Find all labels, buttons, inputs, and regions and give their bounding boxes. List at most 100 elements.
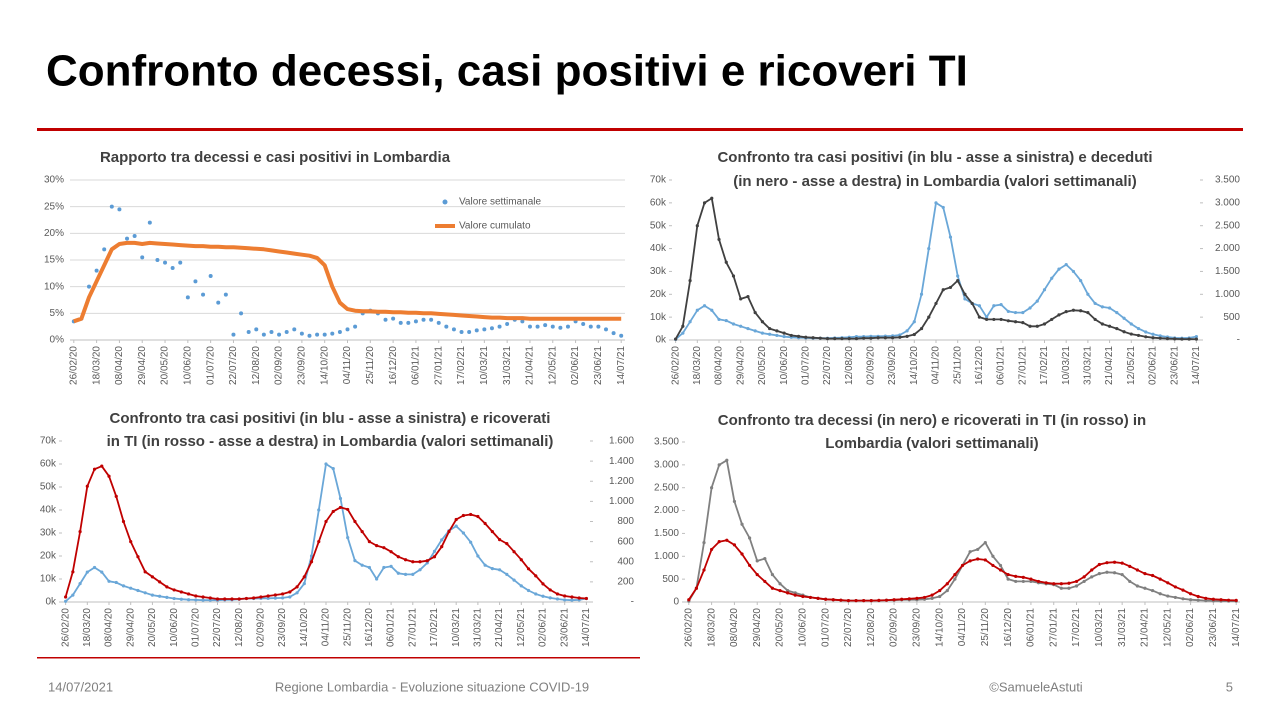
point xyxy=(163,260,168,265)
point xyxy=(1021,310,1025,315)
point xyxy=(292,327,297,332)
point xyxy=(186,598,191,602)
point xyxy=(125,236,130,241)
x-tick-label: 17/02/21 xyxy=(1071,608,1082,647)
point xyxy=(331,509,335,514)
x-tick-label: 10/03/21 xyxy=(451,608,462,647)
point xyxy=(1042,322,1047,326)
point xyxy=(107,579,111,583)
point xyxy=(1071,269,1076,274)
point xyxy=(440,545,444,549)
point xyxy=(403,558,408,562)
point xyxy=(1097,562,1101,567)
y-tick-label: 10k xyxy=(40,574,57,585)
x-tick-label: 12/08/20 xyxy=(866,608,877,647)
point xyxy=(121,519,126,524)
point xyxy=(1129,322,1133,326)
point xyxy=(977,304,981,308)
point xyxy=(107,474,111,478)
point xyxy=(869,336,873,340)
point xyxy=(782,334,786,339)
point xyxy=(1028,324,1032,328)
point xyxy=(136,555,140,559)
point xyxy=(760,320,765,324)
point xyxy=(252,596,256,600)
point xyxy=(194,598,198,602)
chart-title: Confronto tra casi positivi (in blu - as… xyxy=(717,149,1152,166)
x-tick-label: 14/07/21 xyxy=(581,608,592,647)
point xyxy=(824,597,828,601)
x-tick-label: 01/07/20 xyxy=(800,346,811,385)
x-tick-label: 22/07/20 xyxy=(212,608,223,647)
y-tick-label: 2.500 xyxy=(654,482,679,493)
x-tick-label: 23/09/20 xyxy=(297,346,308,385)
point xyxy=(64,595,68,599)
point xyxy=(985,317,989,322)
point xyxy=(132,234,137,238)
point xyxy=(876,336,880,340)
point xyxy=(956,274,960,278)
x-tick-label: 21/04/21 xyxy=(1104,346,1115,385)
point xyxy=(1129,332,1133,336)
y-tick-label: 25% xyxy=(44,201,64,212)
point xyxy=(451,327,456,332)
x-tick-label: 10/06/20 xyxy=(779,346,790,385)
point xyxy=(436,320,441,325)
x-tick-label: 10/03/21 xyxy=(479,346,490,385)
point xyxy=(391,316,396,321)
point xyxy=(315,332,320,337)
point xyxy=(429,317,434,322)
point xyxy=(432,555,437,559)
point xyxy=(900,597,904,601)
x-tick-label: 18/03/20 xyxy=(82,608,93,647)
x-tick-label: 23/06/21 xyxy=(1169,346,1180,385)
point xyxy=(526,588,531,593)
point xyxy=(1136,333,1141,338)
y-tick-label: 20k xyxy=(650,289,667,300)
legend-swatch xyxy=(442,199,448,205)
point xyxy=(1074,584,1079,588)
point xyxy=(1219,598,1223,602)
y-tick-label: 15% xyxy=(44,255,64,266)
point xyxy=(581,322,586,326)
point xyxy=(1143,586,1147,590)
point xyxy=(789,333,793,338)
point xyxy=(201,595,205,599)
point xyxy=(383,317,388,322)
point xyxy=(770,586,775,590)
x-tick-label: 17/02/21 xyxy=(456,346,467,385)
point xyxy=(992,317,996,322)
point xyxy=(179,597,183,601)
x-tick-label: 22/07/20 xyxy=(228,346,239,385)
point xyxy=(999,302,1003,307)
y-tick-label: 3.500 xyxy=(654,437,679,448)
point xyxy=(992,304,996,308)
point xyxy=(295,585,299,589)
point xyxy=(603,327,608,332)
footer-date: 14/07/2021 xyxy=(48,679,113,694)
point xyxy=(447,529,451,534)
point xyxy=(1100,322,1104,326)
x-tick-label: 23/09/20 xyxy=(887,346,898,385)
point xyxy=(1082,579,1086,584)
point xyxy=(1006,572,1010,577)
point xyxy=(1097,572,1101,576)
x-tick-label: 02/09/20 xyxy=(256,608,267,647)
point xyxy=(1093,301,1097,306)
x-tick-label: 08/04/20 xyxy=(729,608,740,647)
x-tick-label: 02/09/20 xyxy=(889,608,900,647)
point xyxy=(1196,598,1200,602)
point xyxy=(114,494,118,498)
y-tick-label: 5% xyxy=(50,308,65,319)
point xyxy=(360,563,364,567)
point xyxy=(309,560,314,564)
point xyxy=(1135,568,1139,572)
point xyxy=(288,590,292,594)
point xyxy=(763,579,767,584)
y-tick-label: 10k xyxy=(650,312,667,323)
point xyxy=(64,599,68,603)
point xyxy=(746,294,750,299)
y-tick-label: 20k xyxy=(40,551,57,562)
x-tick-label: 26/02/20 xyxy=(60,608,71,647)
point xyxy=(963,297,967,301)
